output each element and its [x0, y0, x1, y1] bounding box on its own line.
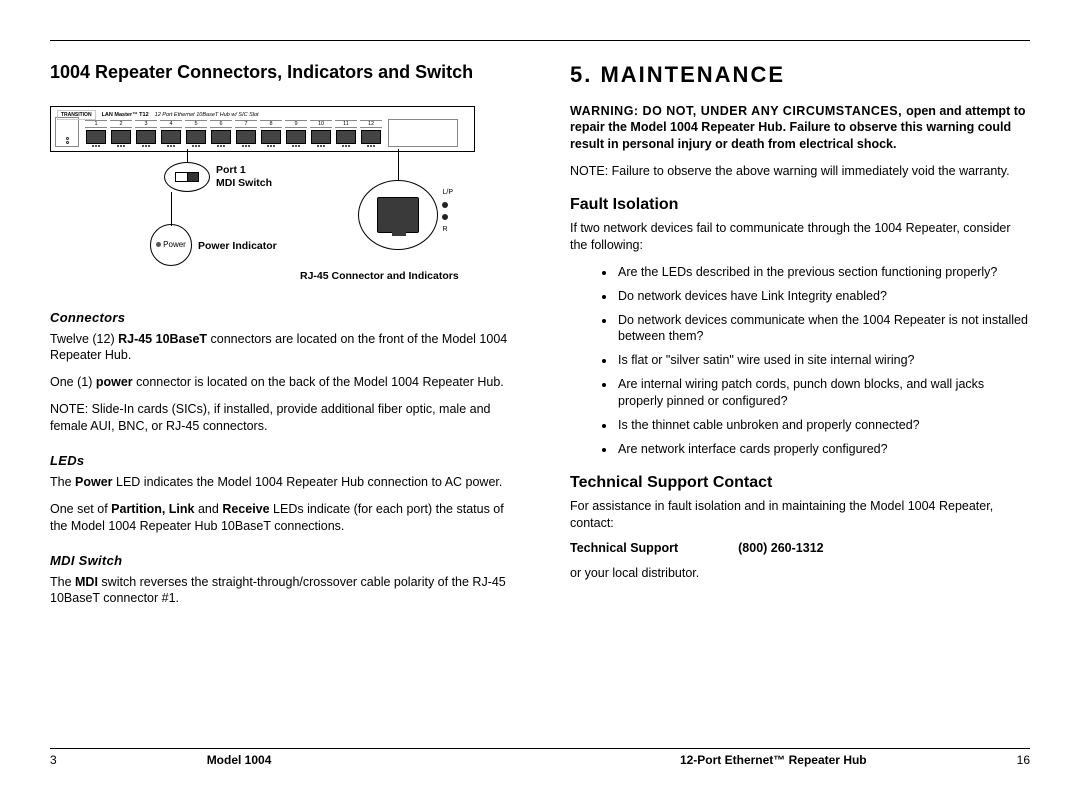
hub-panel: TRANSITION LAN Master™ T12 12 Port Ether…	[50, 106, 475, 152]
right-column: 5. MAINTENANCE WARNING: DO NOT, UNDER AN…	[570, 61, 1030, 617]
connectors-p2: One (1) power connector is located on th…	[50, 374, 510, 391]
connectors-p1: Twelve (12) RJ-45 10BaseT connectors are…	[50, 331, 510, 365]
tech-phone: (800) 260-1312	[738, 541, 823, 555]
leds-p1: The Power LED indicates the Model 1004 R…	[50, 474, 510, 491]
fault-item-4: Are internal wiring patch cords, punch d…	[616, 376, 1030, 410]
port-10: 10	[310, 120, 332, 147]
port-1: 1	[85, 120, 107, 147]
r-label: R	[442, 226, 447, 233]
rj45-label: RJ-45 Connector and Indicators	[300, 270, 459, 282]
mdi-callout-circle	[164, 162, 210, 192]
connectors-p3: NOTE: Slide-In cards (SICs), if installe…	[50, 401, 510, 435]
connectors-heading: Connectors	[50, 310, 510, 325]
fault-item-2: Do network devices communicate when the …	[616, 312, 1030, 346]
power-text: Power	[163, 240, 186, 249]
port-12: 12	[360, 120, 382, 147]
fault-item-3: Is flat or "silver satin" wire used in s…	[616, 352, 1030, 369]
warning-text: WARNING: DO NOT, UNDER ANY CIRCUMSTANCES…	[570, 103, 1030, 154]
hub-status-block	[55, 117, 79, 147]
page-num-right: 16	[1017, 753, 1030, 767]
port-7: 7	[235, 120, 257, 147]
fault-item-1: Do network devices have Link Integrity e…	[616, 288, 1030, 305]
power-label: Power Indicator	[198, 240, 277, 252]
page-footer: 3 Model 1004 12-Port Ethernet™ Repeater …	[50, 748, 1030, 767]
port-6: 6	[210, 120, 232, 147]
mdi-p: The MDI switch reverses the straight-thr…	[50, 574, 510, 608]
tech-contact-line: Technical Support (800) 260-1312	[570, 541, 1030, 555]
rj45-callout-circle: L/P R	[358, 180, 438, 250]
fault-intro: If two network devices fail to communica…	[570, 220, 1030, 254]
port-4: 4	[160, 120, 182, 147]
hub-brand: TRANSITION	[57, 110, 96, 120]
hub-model: LAN Master™ T12	[102, 112, 149, 118]
mdi-label-l1: Port 1	[216, 164, 246, 176]
footer-model: Model 1004	[207, 753, 272, 767]
sic-slot	[388, 119, 458, 147]
tech-label: Technical Support	[570, 541, 678, 555]
left-column: 1004 Repeater Connectors, Indicators and…	[50, 61, 510, 617]
port-11: 11	[335, 120, 357, 147]
left-title: 1004 Repeater Connectors, Indicators and…	[50, 61, 510, 84]
fault-list: Are the LEDs described in the previous s…	[616, 264, 1030, 458]
port-8: 8	[260, 120, 282, 147]
ports-row: 123456789101112	[85, 120, 382, 147]
power-callout-circle: Power	[150, 224, 192, 266]
rj45-jack-icon	[377, 197, 419, 233]
tech-or: or your local distributor.	[570, 565, 1030, 582]
page-num-left: 3	[50, 753, 57, 767]
port-2: 2	[110, 120, 132, 147]
fault-heading: Fault Isolation	[570, 196, 1030, 214]
tech-heading: Technical Support Contact	[570, 474, 1030, 492]
two-column-layout: 1004 Repeater Connectors, Indicators and…	[50, 61, 1030, 617]
mdi-heading: MDI Switch	[50, 553, 510, 568]
fault-item-6: Are network interface cards properly con…	[616, 441, 1030, 458]
maintenance-title: 5. MAINTENANCE	[570, 61, 1030, 89]
hub-desc: 12 Port Ethernet 10BaseT Hub w/ SIC Slot	[155, 112, 259, 118]
port-5: 5	[185, 120, 207, 147]
tech-intro: For assistance in fault isolation and in…	[570, 498, 1030, 532]
port-3: 3	[135, 120, 157, 147]
lp-label: L/P	[442, 189, 453, 196]
mdi-label-l2: MDI Switch	[216, 177, 272, 189]
footer-product: 12-Port Ethernet™ Repeater Hub	[680, 753, 867, 767]
hub-diagram: TRANSITION LAN Master™ T12 12 Port Ether…	[50, 106, 490, 292]
port-9: 9	[285, 120, 307, 147]
leds-heading: LEDs	[50, 453, 510, 468]
note-text: NOTE: Failure to observe the above warni…	[570, 163, 1030, 180]
fault-item-5: Is the thinnet cable unbroken and proper…	[616, 417, 1030, 434]
leds-p2: One set of Partition, Link and Receive L…	[50, 501, 510, 535]
fault-item-0: Are the LEDs described in the previous s…	[616, 264, 1030, 281]
